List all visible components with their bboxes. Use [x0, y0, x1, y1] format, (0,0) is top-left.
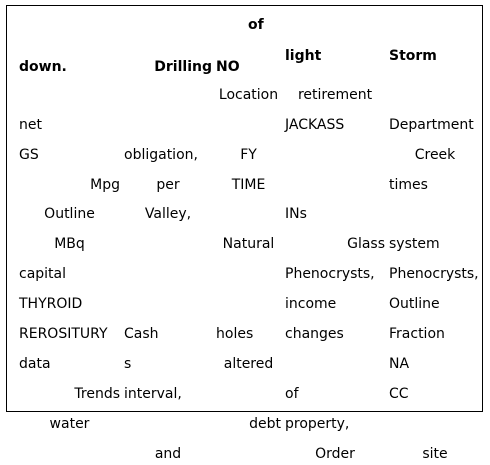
- table-row: water debt property,: [17, 405, 483, 435]
- table-cell: [214, 285, 283, 315]
- table-cell: [17, 435, 122, 465]
- header-row: down. Drilling of NO light Storm: [17, 14, 483, 76]
- table-cell: Natural: [222, 236, 275, 253]
- table-header: down. Drilling of NO light Storm: [17, 14, 483, 76]
- table-cell: data: [19, 355, 51, 372]
- column-header-label: Storm: [389, 48, 437, 64]
- table-cell: [283, 345, 387, 375]
- table-cell: CC: [389, 385, 409, 402]
- table-cell: interval,: [124, 385, 182, 402]
- table-cell: Department: [389, 116, 474, 133]
- table-cell: [122, 76, 214, 106]
- table-cell: [283, 136, 387, 166]
- column-header: Drilling: [122, 14, 214, 76]
- table-cell: FY: [240, 146, 257, 163]
- table-row: Location retirement: [17, 76, 483, 106]
- table-row: capital Phenocrysts, Phenocrysts,: [17, 255, 483, 285]
- table-cell: net: [19, 116, 42, 133]
- table-cell: THYROID: [19, 296, 83, 313]
- table-row: MBq Natural Glass system: [17, 225, 483, 255]
- table-cell: Phenocrysts,: [285, 266, 375, 283]
- table-cell: JACKASS: [285, 116, 345, 133]
- table-cell: [214, 375, 283, 405]
- column-header-label: down.: [19, 59, 67, 75]
- table-cell: system: [389, 236, 440, 253]
- table-cell: water: [49, 415, 90, 432]
- table-cell: s: [124, 355, 132, 372]
- table-cell: capital: [19, 266, 67, 283]
- table-cell: [122, 255, 214, 285]
- table-cell: Mpg: [90, 176, 120, 193]
- table-row: THYROID income Outline: [17, 285, 483, 315]
- data-table: down. Drilling of NO light Storm Location reti…: [17, 14, 483, 465]
- table-row: REROSITURY Cash holes changes Fraction: [17, 315, 483, 345]
- table-cell: [214, 196, 283, 226]
- table-row: Mpg per TIME times: [17, 166, 483, 196]
- table-cell: [122, 225, 214, 255]
- column-header: down.: [17, 14, 122, 76]
- column-header: Storm: [387, 14, 483, 76]
- table-cell: altered: [223, 355, 274, 372]
- header-superscript-word: of: [248, 17, 264, 33]
- table-cell: INs: [285, 206, 307, 223]
- table-cell: Location: [218, 86, 279, 103]
- column-header-label: NO: [216, 59, 240, 75]
- table-cell: Glass: [347, 236, 385, 253]
- table-cell: Cash: [124, 326, 159, 343]
- table-cell: Creek: [414, 146, 456, 163]
- table-cell: [387, 405, 483, 435]
- table-cell: [214, 255, 283, 285]
- table-cell: NA: [389, 355, 410, 372]
- table-frame: down. Drilling of NO light Storm Location reti…: [6, 5, 483, 462]
- table-row: data s altered NA: [17, 345, 483, 375]
- table-cell: Outline: [389, 296, 440, 313]
- table-cell: Order: [315, 445, 355, 462]
- table-cell: [283, 166, 387, 196]
- table-cell: [214, 435, 283, 465]
- table-cell: income: [285, 296, 337, 313]
- table-cell: REROSITURY: [19, 326, 108, 343]
- table-cell: retirement: [297, 86, 373, 103]
- table-cell: of: [285, 385, 299, 402]
- table-cell: site: [422, 445, 448, 462]
- table-cell: [122, 106, 214, 136]
- table-cell: [387, 196, 483, 226]
- table-cell: [214, 106, 283, 136]
- table-row: Trends interval, of CC: [17, 375, 483, 405]
- table-cell: MBq: [54, 236, 85, 253]
- column-header-label: Drilling: [154, 59, 212, 75]
- table-cell: changes: [285, 326, 344, 343]
- table-body: Location retirement net JACKASS Department GS…: [17, 76, 483, 465]
- table-cell: per: [156, 176, 180, 193]
- table-cell: [17, 76, 122, 106]
- table-cell: [122, 285, 214, 315]
- table-row: GS obligation, FY Creek: [17, 136, 483, 166]
- table-cell: obligation,: [124, 146, 198, 163]
- table-cell: times: [389, 176, 428, 193]
- table-cell: GS: [19, 146, 39, 163]
- table-cell: holes: [216, 326, 254, 343]
- table-row: net JACKASS Department: [17, 106, 483, 136]
- table-row: Outline Valley, INs: [17, 196, 483, 226]
- table-cell: [387, 76, 483, 106]
- table-cell: property,: [285, 415, 350, 432]
- table-cell: Fraction: [389, 326, 445, 343]
- column-header: light: [283, 14, 387, 76]
- table-cell: [122, 405, 214, 435]
- table-cell: Trends: [74, 385, 120, 402]
- table-cell: Valley,: [144, 206, 192, 223]
- table-cell: and: [154, 445, 182, 462]
- column-header-label: light: [285, 48, 322, 64]
- table-row: and Order site: [17, 435, 483, 465]
- table-cell: Outline: [44, 206, 95, 223]
- table-cell: TIME: [231, 176, 266, 193]
- table-cell: debt: [249, 415, 281, 432]
- column-header: of NO: [214, 14, 283, 76]
- table-cell: Phenocrysts,: [389, 266, 479, 283]
